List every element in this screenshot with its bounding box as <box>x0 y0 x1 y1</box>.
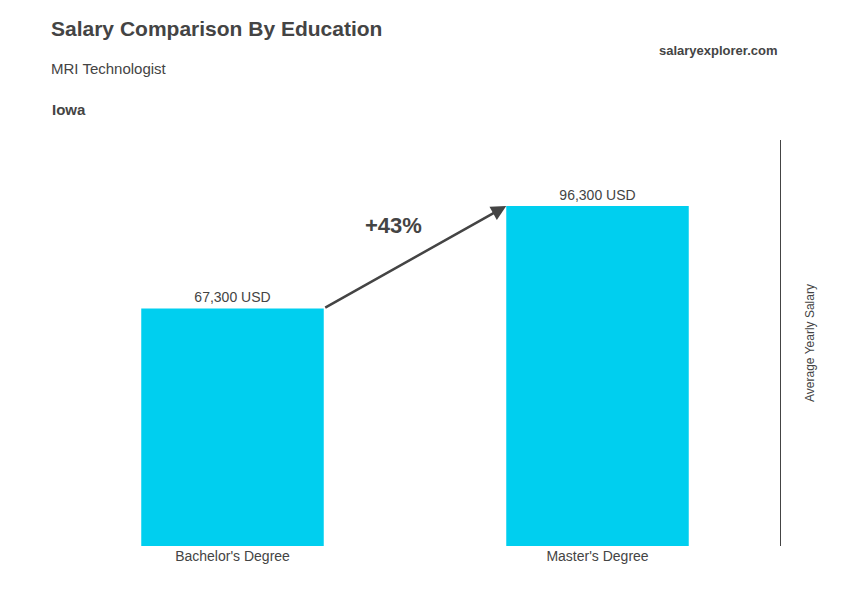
svg-text:Master's Degree: Master's Degree <box>546 548 648 564</box>
svg-text:Salary Comparison By Education: Salary Comparison By Education <box>51 17 382 40</box>
svg-text:Average Yearly Salary: Average Yearly Salary <box>803 284 817 402</box>
svg-text:67,300 USD: 67,300 USD <box>194 289 270 305</box>
svg-text:96,300 USD: 96,300 USD <box>559 187 635 203</box>
svg-text:+43%: +43% <box>365 213 422 238</box>
svg-text:Bachelor's Degree: Bachelor's Degree <box>175 548 290 564</box>
svg-text:salaryexplorer.com: salaryexplorer.com <box>659 43 778 58</box>
svg-text:MRI Technologist: MRI Technologist <box>51 60 167 77</box>
svg-text:Iowa: Iowa <box>52 101 86 118</box>
